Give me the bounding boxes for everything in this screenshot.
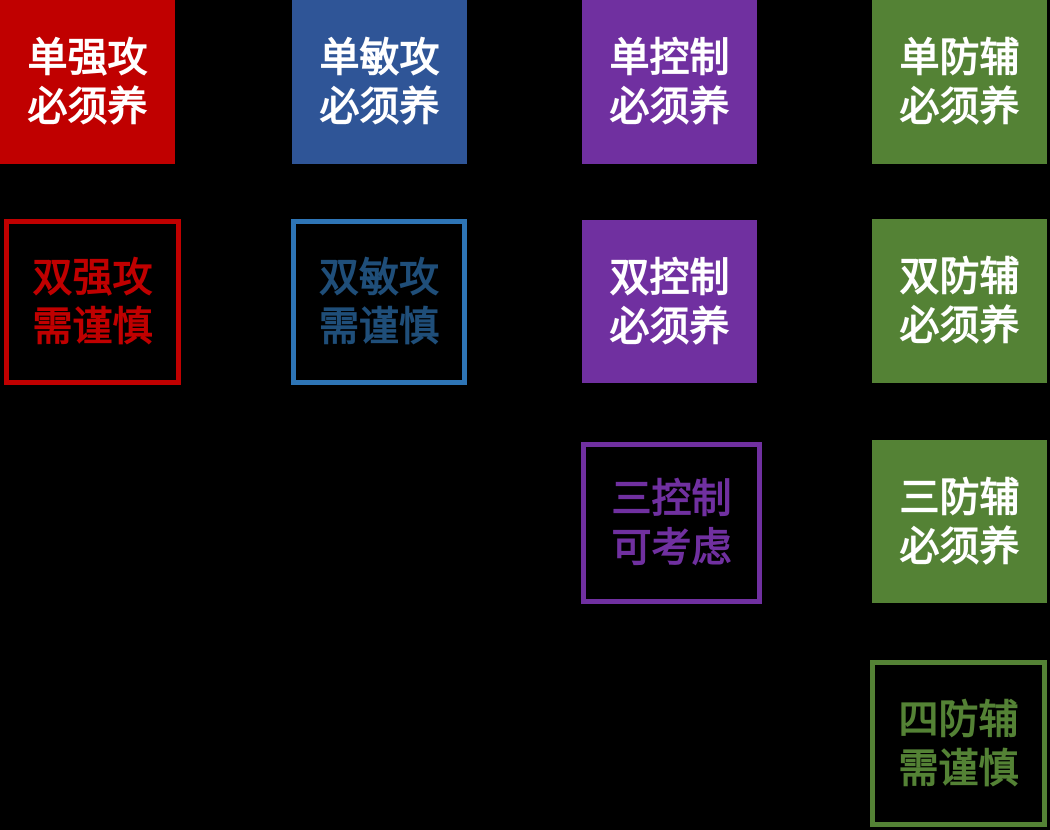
box-label-line1: 双防辅: [899, 253, 1020, 300]
box-label-line2: 需谨慎: [898, 744, 1019, 792]
box-label-line2: 必须养: [609, 302, 730, 350]
box-label-line2: 可考虑: [611, 524, 732, 571]
box-label-line1: 单防辅: [899, 34, 1020, 81]
box-label-line2: 需谨慎: [319, 303, 439, 350]
box-single-strength-attack: 单强攻 必须养: [0, 0, 175, 164]
box-label-line2: 必须养: [609, 83, 730, 130]
box-label-line1: 双敏攻: [319, 254, 439, 301]
box-double-control: 双控制 必须养: [582, 220, 757, 383]
box-label-line1: 四防辅: [898, 695, 1019, 743]
box-quad-defense-support: 四防辅 需谨慎: [870, 660, 1047, 827]
box-label-line1: 三控制: [611, 475, 732, 522]
box-single-agility-attack: 单敏攻 必须养: [292, 0, 467, 164]
box-label-line1: 单强攻: [27, 34, 148, 81]
box-label-line1: 单敏攻: [319, 34, 440, 81]
box-triple-defense-support: 三防辅 必须养: [872, 440, 1047, 603]
box-single-defense-support: 单防辅 必须养: [872, 0, 1047, 164]
box-triple-control: 三控制 可考虑: [581, 442, 762, 604]
box-label-line2: 需谨慎: [32, 303, 153, 350]
box-label-line2: 必须养: [899, 302, 1020, 349]
box-label-line2: 必须养: [319, 83, 440, 130]
box-double-defense-support: 双防辅 必须养: [872, 219, 1047, 383]
box-label-line1: 单控制: [609, 34, 730, 81]
box-label-line2: 必须养: [27, 83, 148, 130]
box-double-strength-attack: 双强攻 需谨慎: [4, 219, 181, 385]
box-label-line2: 必须养: [899, 522, 1020, 570]
box-double-agility-attack: 双敏攻 需谨慎: [291, 219, 467, 385]
box-single-control: 单控制 必须养: [582, 0, 757, 164]
box-label-line1: 三防辅: [899, 473, 1020, 521]
box-label-line1: 双强攻: [32, 254, 153, 301]
box-label-line2: 必须养: [899, 83, 1020, 130]
box-label-line1: 双控制: [609, 253, 730, 301]
